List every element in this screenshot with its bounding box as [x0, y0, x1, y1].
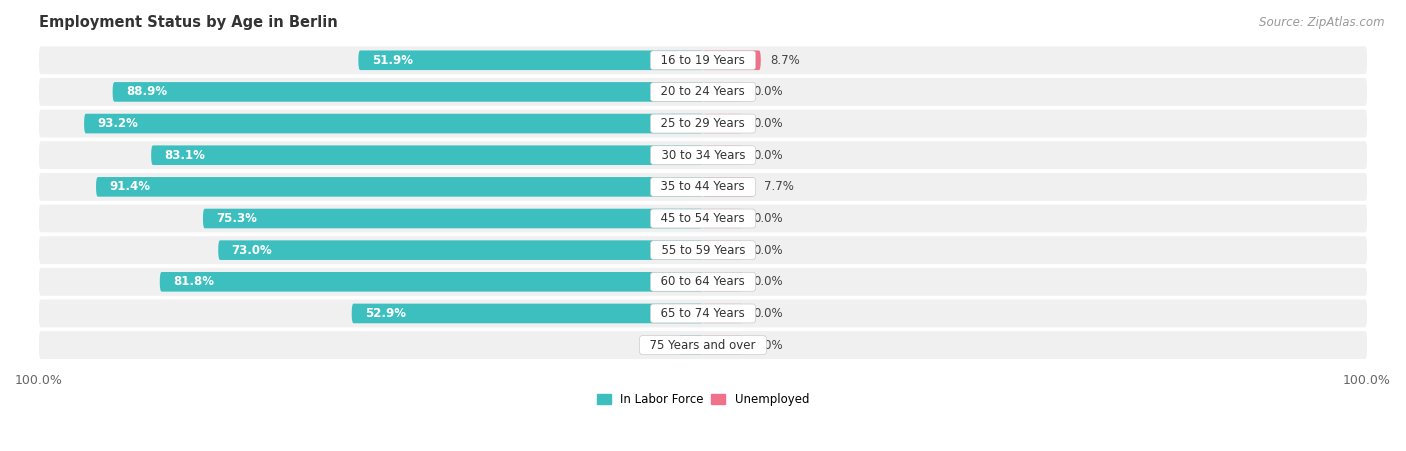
- Text: 75 Years and over: 75 Years and over: [643, 339, 763, 352]
- Text: 0.0%: 0.0%: [752, 339, 782, 352]
- Text: 0.0%: 0.0%: [752, 212, 782, 225]
- FancyBboxPatch shape: [160, 272, 703, 292]
- Text: 55 to 59 Years: 55 to 59 Years: [654, 244, 752, 257]
- Text: 88.9%: 88.9%: [127, 85, 167, 98]
- Text: 83.1%: 83.1%: [165, 149, 205, 162]
- Text: Employment Status by Age in Berlin: Employment Status by Age in Berlin: [39, 15, 337, 30]
- Legend: In Labor Force, Unemployed: In Labor Force, Unemployed: [592, 388, 814, 411]
- FancyBboxPatch shape: [202, 209, 703, 228]
- FancyBboxPatch shape: [703, 272, 742, 292]
- FancyBboxPatch shape: [39, 46, 1367, 74]
- FancyBboxPatch shape: [39, 78, 1367, 106]
- Text: 0.0%: 0.0%: [752, 307, 782, 320]
- FancyBboxPatch shape: [39, 236, 1367, 264]
- FancyBboxPatch shape: [359, 51, 703, 70]
- FancyBboxPatch shape: [39, 141, 1367, 169]
- FancyBboxPatch shape: [152, 145, 703, 165]
- Text: 16 to 19 Years: 16 to 19 Years: [654, 54, 752, 67]
- FancyBboxPatch shape: [703, 209, 742, 228]
- FancyBboxPatch shape: [703, 304, 742, 323]
- FancyBboxPatch shape: [218, 240, 703, 260]
- Text: 0.0%: 0.0%: [752, 85, 782, 98]
- FancyBboxPatch shape: [679, 335, 703, 355]
- FancyBboxPatch shape: [703, 114, 742, 133]
- Text: 8.7%: 8.7%: [770, 54, 800, 67]
- Text: 45 to 54 Years: 45 to 54 Years: [654, 212, 752, 225]
- FancyBboxPatch shape: [112, 82, 703, 102]
- Text: 3.7%: 3.7%: [638, 339, 668, 352]
- Text: 7.7%: 7.7%: [763, 180, 794, 193]
- Text: 0.0%: 0.0%: [752, 149, 782, 162]
- FancyBboxPatch shape: [703, 240, 742, 260]
- Text: 0.0%: 0.0%: [752, 244, 782, 257]
- FancyBboxPatch shape: [703, 51, 761, 70]
- Text: 0.0%: 0.0%: [752, 117, 782, 130]
- Text: 75.3%: 75.3%: [217, 212, 257, 225]
- Text: 81.8%: 81.8%: [173, 275, 214, 288]
- FancyBboxPatch shape: [39, 173, 1367, 201]
- FancyBboxPatch shape: [96, 177, 703, 197]
- FancyBboxPatch shape: [39, 205, 1367, 232]
- Text: 0.0%: 0.0%: [752, 275, 782, 288]
- Text: 60 to 64 Years: 60 to 64 Years: [654, 275, 752, 288]
- FancyBboxPatch shape: [703, 82, 742, 102]
- Text: 93.2%: 93.2%: [97, 117, 138, 130]
- Text: 20 to 24 Years: 20 to 24 Years: [654, 85, 752, 98]
- Text: 52.9%: 52.9%: [366, 307, 406, 320]
- Text: 65 to 74 Years: 65 to 74 Years: [654, 307, 752, 320]
- Text: 73.0%: 73.0%: [232, 244, 273, 257]
- FancyBboxPatch shape: [39, 110, 1367, 138]
- FancyBboxPatch shape: [703, 145, 742, 165]
- Text: Source: ZipAtlas.com: Source: ZipAtlas.com: [1260, 16, 1385, 29]
- FancyBboxPatch shape: [39, 268, 1367, 296]
- FancyBboxPatch shape: [703, 335, 742, 355]
- FancyBboxPatch shape: [39, 299, 1367, 327]
- FancyBboxPatch shape: [703, 177, 754, 197]
- Text: 51.9%: 51.9%: [371, 54, 412, 67]
- Text: 91.4%: 91.4%: [110, 180, 150, 193]
- Text: 35 to 44 Years: 35 to 44 Years: [654, 180, 752, 193]
- Text: 25 to 29 Years: 25 to 29 Years: [654, 117, 752, 130]
- FancyBboxPatch shape: [352, 304, 703, 323]
- FancyBboxPatch shape: [84, 114, 703, 133]
- Text: 30 to 34 Years: 30 to 34 Years: [654, 149, 752, 162]
- FancyBboxPatch shape: [39, 331, 1367, 359]
